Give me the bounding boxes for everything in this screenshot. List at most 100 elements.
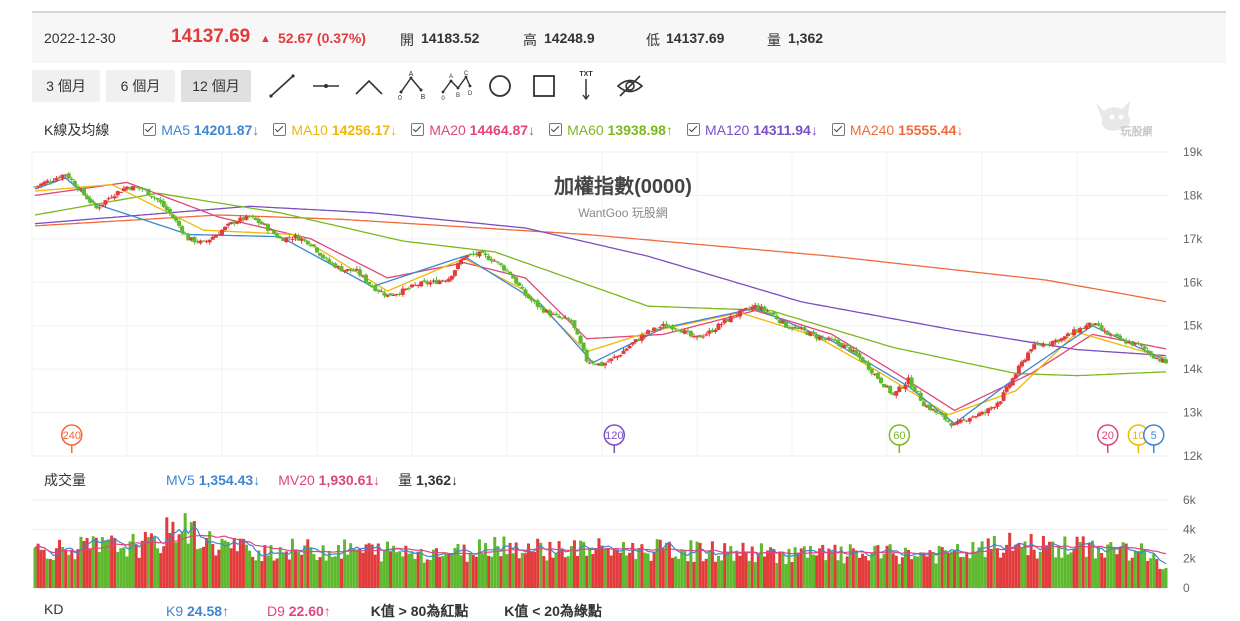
candle-body: [360, 275, 365, 277]
candle-body: [845, 344, 850, 346]
candle-body: [1081, 328, 1086, 330]
volume-bar: [450, 553, 454, 588]
circle-tool-icon[interactable]: [484, 70, 516, 102]
ma-name: MA10: [291, 122, 328, 138]
candle-body: [725, 318, 730, 322]
text-tool-icon[interactable]: TXT: [572, 70, 604, 102]
volume-bar: [229, 548, 233, 588]
horizontal-line-tool-icon[interactable]: [310, 70, 342, 102]
volume-bar: [67, 554, 71, 588]
abc-pattern-icon[interactable]: A 0 B: [396, 70, 428, 102]
ma-legend-item-ma5[interactable]: MA5 14201.87↓: [143, 122, 259, 138]
volume-bar: [428, 560, 432, 588]
candle-body: [210, 236, 215, 240]
volume-bar: [873, 545, 877, 588]
candle-body: [826, 337, 831, 339]
ma-checkbox[interactable]: [273, 123, 287, 136]
candle-body: [1050, 341, 1055, 346]
candle-body: [106, 198, 111, 200]
volume-bar: [413, 558, 417, 588]
line-tool-icon[interactable]: [266, 70, 298, 102]
volume-bar: [542, 556, 546, 588]
candle-body: [391, 295, 396, 297]
candle-body: [1118, 335, 1123, 340]
period-12m-button[interactable]: 12 個月: [181, 70, 251, 102]
candle-body: [661, 323, 666, 327]
volume-bar: [241, 538, 245, 588]
ma-legend-item-ma120[interactable]: MA120 14311.94↓: [686, 122, 818, 138]
candle-body: [39, 183, 44, 186]
candle-body: [134, 187, 139, 189]
ma-legend-item-ma60[interactable]: MA60 13938.98↑: [549, 122, 673, 138]
candle-body: [305, 240, 310, 245]
candle-body: [137, 187, 142, 189]
candle-body: [140, 187, 145, 190]
candle-body: [397, 293, 402, 295]
volume-bar: [949, 551, 953, 588]
candle-body: [146, 188, 151, 196]
candle-body: [495, 261, 500, 263]
volume-bar: [490, 556, 494, 588]
rectangle-tool-icon[interactable]: [528, 70, 560, 102]
volume-bar: [897, 563, 901, 588]
ma-legend-item-ma10[interactable]: MA10 14256.17↓: [273, 122, 397, 138]
candle-body: [747, 308, 752, 310]
volume-bar: [1066, 554, 1070, 588]
ma-line-ma20: [34, 181, 1167, 412]
volume-bar: [79, 536, 83, 588]
candle-body: [382, 292, 387, 296]
volume-bar: [1139, 543, 1143, 588]
volume-bar: [499, 556, 503, 588]
ma-checkbox[interactable]: [411, 123, 425, 136]
ma-checkbox[interactable]: [831, 123, 845, 136]
candle-body: [290, 238, 295, 240]
volume-bar: [146, 537, 150, 588]
volume-bar: [484, 543, 488, 588]
ma-checkbox[interactable]: [549, 123, 563, 136]
period-6m-button[interactable]: 6 個月: [106, 70, 175, 102]
ma-legend-item-ma240[interactable]: MA240 15555.44↓: [831, 122, 963, 138]
volume-bar: [943, 550, 947, 588]
candle-body: [1068, 333, 1073, 335]
volume-bar: [232, 538, 236, 588]
candle-body: [247, 215, 252, 217]
volume-bar: [208, 531, 212, 588]
volume-bar: [750, 546, 754, 588]
ma-line-ma240: [34, 214, 1167, 303]
volume-bar: [772, 548, 776, 588]
volume-bar: [1158, 568, 1162, 588]
volume-bar: [940, 547, 944, 588]
ma-checkbox[interactable]: [143, 123, 157, 136]
candle-body: [330, 262, 335, 264]
candle-body: [918, 392, 923, 401]
ma-checkbox[interactable]: [686, 123, 700, 136]
volume-bar: [70, 549, 74, 588]
volume-bar: [122, 547, 126, 588]
candle-body: [235, 221, 240, 224]
period-3m-button[interactable]: 3 個月: [32, 70, 100, 102]
ma-legend-item-ma20[interactable]: MA20 14464.87↓: [411, 122, 535, 138]
volume-bar: [149, 533, 153, 588]
chart-subtitle: WantGoo 玩股網: [578, 206, 668, 220]
volume-bar: [465, 561, 469, 588]
volume-bar: [854, 550, 858, 588]
candle-body: [75, 186, 80, 190]
candle-body: [1075, 329, 1080, 332]
volume-bar: [370, 544, 374, 588]
volume-bar: [1026, 555, 1030, 588]
volume-bar: [97, 551, 101, 588]
volume-bar: [615, 549, 619, 588]
volume-bar: [689, 540, 693, 588]
abcd-pattern-icon[interactable]: A C 0 B D: [440, 70, 472, 102]
volume-bar: [520, 552, 524, 588]
volume-bar: [612, 548, 616, 588]
candle-body: [1059, 338, 1064, 341]
angle-tool-icon[interactable]: [353, 70, 385, 102]
candle-body: [986, 408, 991, 414]
low-label: 低: [646, 32, 660, 48]
candle-body: [241, 217, 246, 221]
hide-drawings-icon[interactable]: [614, 70, 646, 102]
volume-bar: [217, 549, 221, 588]
volume-bar: [793, 547, 797, 588]
candle-body: [1026, 352, 1031, 361]
